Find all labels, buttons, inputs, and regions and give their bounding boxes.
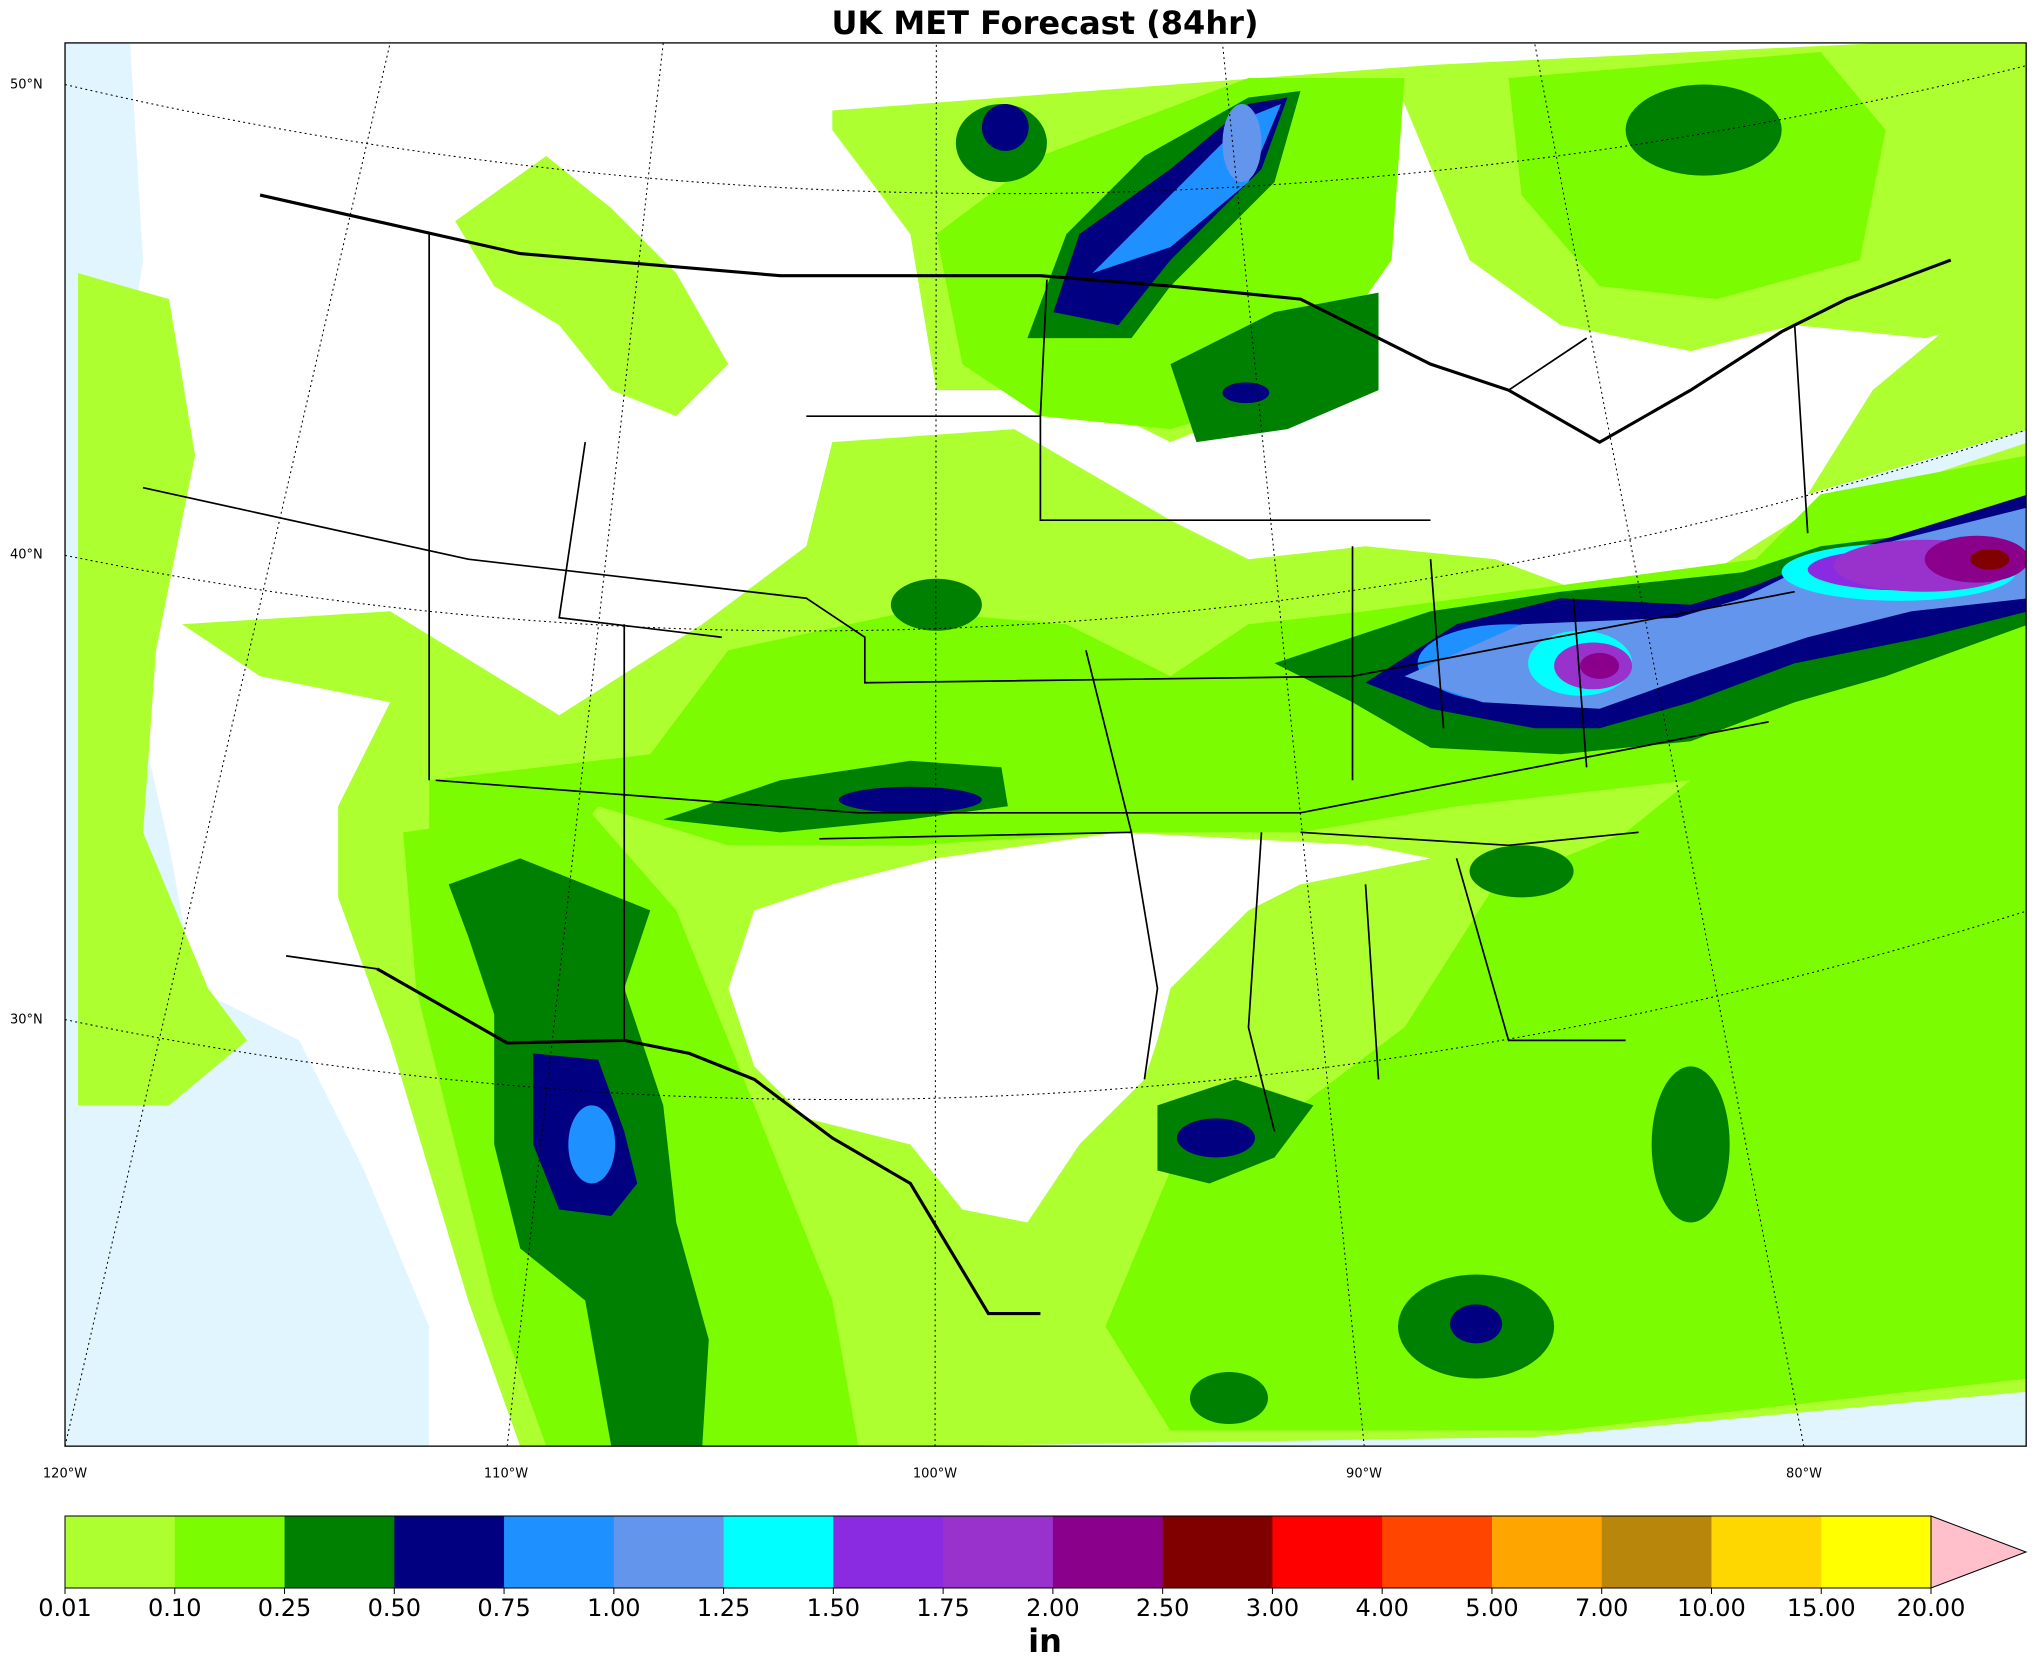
colorbar: 0.01 0.10 0.25 0.50 0.75 1.00 1.25 1.50 1.75 2.00… [38,1515,2028,1660]
colorbar-segment [394,1516,505,1588]
colorbar-segment [1601,1516,1712,1588]
title: UK MET Forecast (84hr) [831,4,1258,42]
colorbar-tick-label: 0.50 [368,1594,421,1622]
colorbar-tick-label: 3.00 [1246,1594,1299,1622]
precip-area [455,156,729,417]
precip-area [568,1105,616,1184]
colorbar-tick-label: 2.50 [1136,1594,1189,1622]
colorbar-segment [504,1516,615,1588]
colorbar-tick-label: 7.00 [1575,1594,1628,1622]
lat-label: 30°N [10,1013,43,1028]
colorbar-tick-label: 15.00 [1787,1594,1856,1622]
lat-label: 50°N [10,78,43,93]
colorbar-segment [1052,1516,1164,1588]
precip-area [1580,652,1620,679]
lon-label: 120°W [43,1467,87,1482]
precip-area [1651,1066,1730,1223]
colorbar-segment [833,1516,944,1588]
precip-area [1222,104,1262,183]
precip-area [1170,292,1379,443]
colorbar-tick-label: 5.00 [1465,1594,1518,1622]
precip-area [1508,52,1886,300]
precip-area [1970,548,2010,570]
colorbar-frame [64,1515,1932,1589]
precip-area [890,578,982,631]
colorbar-extend [1930,1515,2028,1589]
colorbar-tick-label: 1.25 [697,1594,750,1622]
colorbar-segment [1162,1516,1273,1588]
lon-label: 100°W [913,1467,957,1482]
colorbar-segment [1821,1516,1932,1588]
precip-area [981,104,1029,151]
colorbar-tick-label: 20.00 [1897,1594,1966,1622]
precip-area [838,786,982,813]
precip-area [1469,845,1574,898]
colorbar-segment [1382,1516,1493,1588]
precip-area [1176,1118,1255,1158]
precip-areas [78,42,2027,1447]
graticule [65,42,2027,1447]
colorbar-tick-label: 2.00 [1026,1594,1079,1622]
colorbar-tick-label: 4.00 [1355,1594,1408,1622]
colorbar-segment [174,1516,286,1588]
lon-label: 110°W [484,1467,528,1482]
colorbar-tick-label: 1.00 [587,1594,640,1622]
colorbar-segment [65,1516,176,1588]
colorbar-segment [1491,1516,1603,1588]
precip-area [1189,1372,1268,1425]
lon-label: 90°W [1346,1467,1382,1482]
colorbar-tick-label: 0.75 [477,1594,530,1622]
colorbar-segment [1272,1516,1383,1588]
precip-area [1807,262,2027,495]
colorbar-tick-label: 0.25 [258,1594,311,1622]
colorbar-tick-label: 1.75 [916,1594,969,1622]
lat-label: 40°N [10,548,43,563]
colorbar-tick-label: 1.50 [807,1594,860,1622]
colorbar-segment [943,1516,1054,1588]
map-frame [64,42,2027,1447]
precip-area [1450,1304,1503,1344]
precip-area [78,273,248,1106]
colorbar-segment [284,1516,395,1588]
colorbar-segment [723,1516,834,1588]
boundaries [142,193,1952,1316]
colorbar-tick-label: 10.00 [1677,1594,1746,1622]
precip-area [663,760,1008,833]
map [64,42,2027,1447]
axis-labels: 50°N 40°N 30°N 120°W 110°W 100°W 90°W 80°W [10,78,1822,1482]
colorbar-segment [613,1516,725,1588]
precip-area [1222,382,1270,404]
colorbar-label: in [1028,1622,1062,1660]
lon-label: 80°W [1786,1467,1822,1482]
colorbar-segment [1711,1516,1822,1588]
colorbar-tick-label: 0.01 [38,1594,91,1622]
precip-area [1625,84,1782,176]
colorbar-tick-label: 0.10 [148,1594,201,1622]
